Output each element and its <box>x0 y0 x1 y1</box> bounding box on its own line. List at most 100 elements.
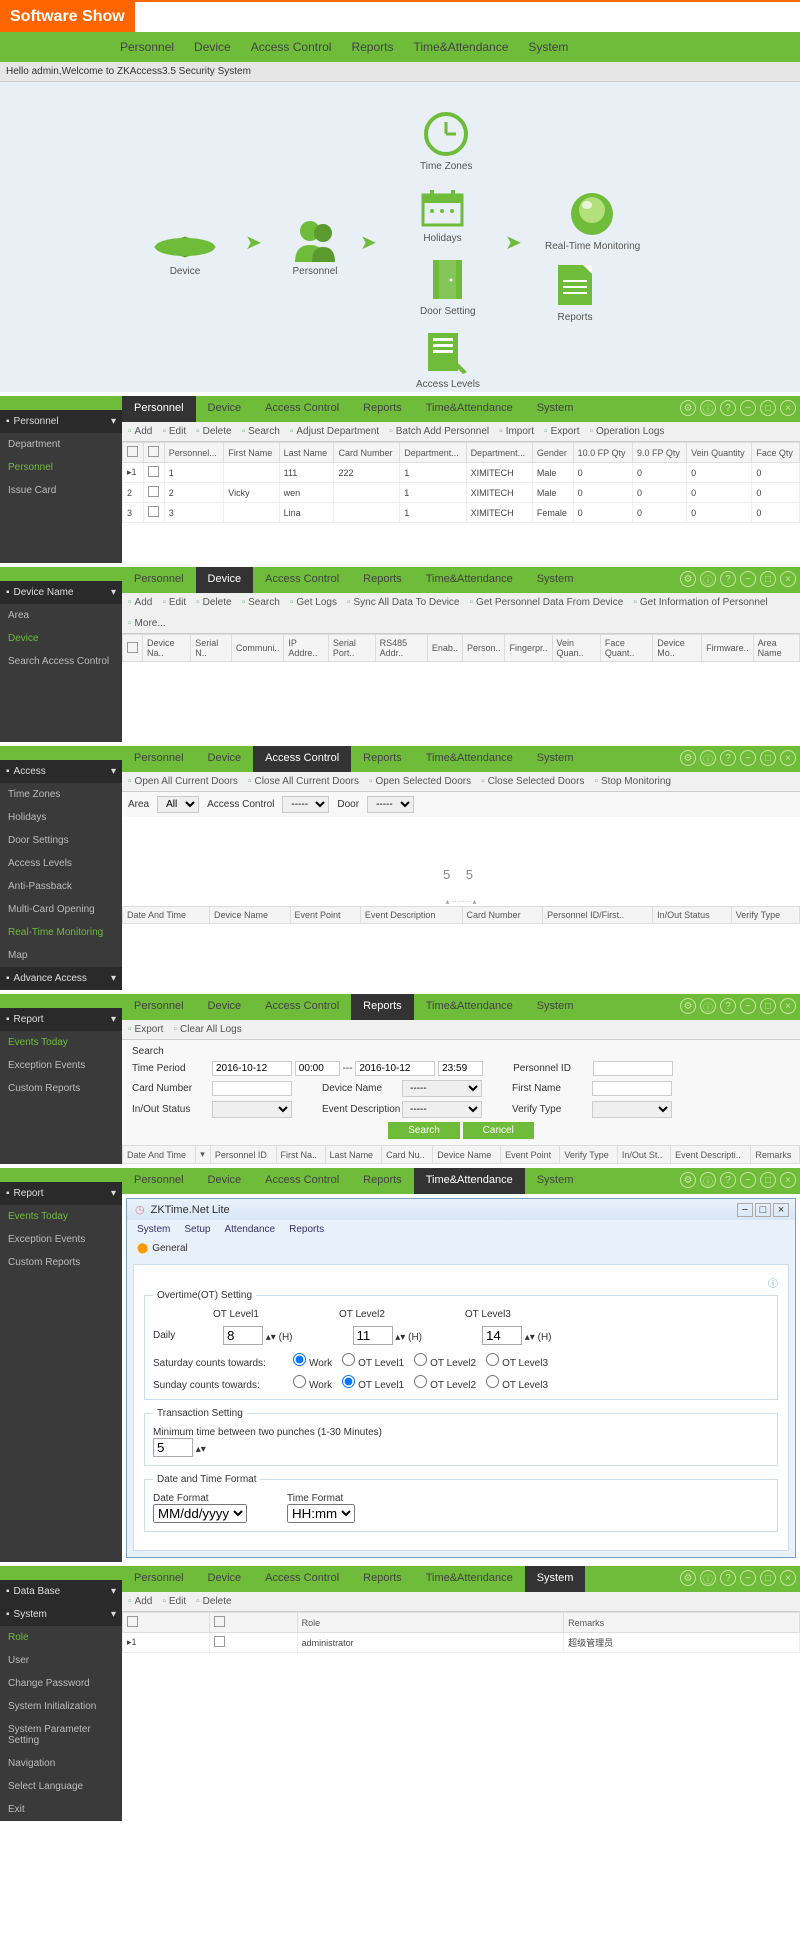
col-header[interactable]: Last Name <box>279 443 334 463</box>
col-header[interactable]: Gender <box>532 443 573 463</box>
toolbar-button[interactable]: ▫Search <box>242 597 280 608</box>
tab[interactable]: Time&Attendance <box>414 994 525 1020</box>
sidebar-item[interactable]: System Initialization <box>0 1695 122 1718</box>
tab[interactable]: Access Control <box>253 1168 351 1194</box>
tab[interactable]: Access Control <box>253 746 351 772</box>
toolbar-button[interactable]: ▫Clear All Logs <box>173 1024 241 1035</box>
col-header[interactable]: Event Description <box>360 907 462 924</box>
col-header[interactable]: Serial N.. <box>191 635 232 662</box>
toolbar-button[interactable]: ▫Export <box>128 1024 163 1035</box>
area-select[interactable]: All <box>157 796 199 813</box>
sidebar-item[interactable]: Exception Events <box>0 1228 122 1251</box>
toolbar-button[interactable]: ▫Export <box>544 426 579 437</box>
sidebar-item[interactable]: Personnel <box>0 456 122 479</box>
tab[interactable]: Access Control <box>253 567 351 593</box>
tab[interactable]: Time&Attendance <box>414 567 525 593</box>
tab[interactable]: Personnel <box>122 746 196 772</box>
col-header[interactable]: Event Point <box>501 1146 560 1164</box>
toolbar-button[interactable]: ▫Get Logs <box>290 597 337 608</box>
close-icon[interactable]: × <box>773 1203 789 1217</box>
col-header[interactable]: Card Number <box>462 907 543 924</box>
tab[interactable]: Personnel <box>122 994 196 1020</box>
tab[interactable]: Personnel <box>122 396 196 422</box>
col-header[interactable]: Date And Time <box>123 1146 196 1164</box>
window-icon[interactable]: − <box>740 571 756 587</box>
window-icon[interactable]: □ <box>760 1172 776 1188</box>
toolbar-button[interactable]: ▫Get Information of Personnel <box>633 597 767 608</box>
tab[interactable]: Reports <box>351 396 414 422</box>
sidebar-item[interactable]: Area <box>0 604 122 627</box>
tab[interactable]: Device <box>196 1566 254 1592</box>
window-icon[interactable]: ⚙ <box>680 571 696 587</box>
window-icon[interactable]: − <box>740 1172 756 1188</box>
col-header[interactable] <box>123 443 144 463</box>
col-header[interactable]: Date And Time <box>123 907 210 924</box>
sidebar-item[interactable]: Search Access Control <box>0 650 122 673</box>
col-header[interactable] <box>123 635 143 662</box>
col-header[interactable]: Person.. <box>462 635 505 662</box>
col-header[interactable]: Personnel ID/First.. <box>543 907 653 924</box>
col-header[interactable]: Department... <box>400 443 466 463</box>
tab[interactable]: Time&Attendance <box>414 746 525 772</box>
sidebar-item[interactable]: Events Today <box>0 1205 122 1228</box>
nav-item[interactable]: Access Control <box>251 40 332 54</box>
tab[interactable]: Time&Attendance <box>414 1168 525 1194</box>
toolbar-button[interactable]: ▫Sync All Data To Device <box>347 597 460 608</box>
window-icon[interactable]: − <box>740 998 756 1014</box>
col-header[interactable]: Device Name <box>433 1146 501 1164</box>
window-icon[interactable]: ? <box>720 998 736 1014</box>
col-header[interactable]: Serial Port.. <box>328 635 375 662</box>
tab[interactable]: Personnel <box>122 1168 196 1194</box>
sidebar-item[interactable]: User <box>0 1649 122 1672</box>
toolbar-button[interactable]: ▫Delete <box>196 597 231 608</box>
window-icon[interactable]: ? <box>720 1570 736 1586</box>
sidebar-item[interactable]: Multi-Card Opening <box>0 898 122 921</box>
window-icon[interactable]: □ <box>760 1570 776 1586</box>
toolbar-button[interactable]: ▫Stop Monitoring <box>594 776 671 787</box>
toolbar-button[interactable]: ▫Delete <box>196 426 231 437</box>
sidebar-item[interactable]: Events Today <box>0 1031 122 1054</box>
window-icon[interactable]: ⓘ <box>700 571 716 587</box>
dlg-tab[interactable]: System <box>137 1224 170 1235</box>
window-icon[interactable]: × <box>780 750 796 766</box>
sidebar-item[interactable]: Access Levels <box>0 852 122 875</box>
tab[interactable]: System <box>525 567 586 593</box>
table-row[interactable]: 33Lina1XIMITECHFemale0000 <box>123 503 800 523</box>
tab[interactable]: System <box>525 1168 586 1194</box>
tab[interactable]: Time&Attendance <box>414 396 525 422</box>
cancel-button[interactable]: Cancel <box>463 1122 534 1139</box>
col-header[interactable]: Card Nu.. <box>382 1146 433 1164</box>
col-header[interactable]: Area Name <box>753 635 799 662</box>
table-row[interactable]: ▸1administrator超级管理员 <box>123 1633 800 1653</box>
date-from[interactable] <box>212 1061 292 1076</box>
window-icon[interactable]: ? <box>720 1172 736 1188</box>
min-icon[interactable]: − <box>737 1203 753 1217</box>
table-row[interactable]: 22Vickywen1XIMITECHMale0000 <box>123 483 800 503</box>
col-header[interactable] <box>210 1613 297 1633</box>
col-header[interactable]: 10.0 FP Qty <box>573 443 632 463</box>
window-icon[interactable]: ? <box>720 571 736 587</box>
tab[interactable]: Device <box>196 1168 254 1194</box>
col-header[interactable]: First Na.. <box>276 1146 325 1164</box>
col-header[interactable]: In/Out Status <box>653 907 732 924</box>
window-icon[interactable]: × <box>780 1172 796 1188</box>
col-header[interactable]: Face Quant.. <box>600 635 652 662</box>
col-header[interactable]: Remarks <box>564 1613 800 1633</box>
col-header[interactable]: ▾ <box>196 1146 211 1164</box>
tab[interactable]: Reports <box>351 1566 414 1592</box>
window-icon[interactable]: − <box>740 400 756 416</box>
col-header[interactable] <box>123 1613 210 1633</box>
nav-item[interactable]: Device <box>194 40 231 54</box>
door-select[interactable]: ----- <box>367 796 414 813</box>
sidebar-item[interactable]: Issue Card <box>0 479 122 502</box>
window-icon[interactable]: ⓘ <box>700 750 716 766</box>
sidebar-item[interactable]: Real-Time Monitoring <box>0 921 122 944</box>
table-row[interactable]: ▸111112221XIMITECHMale0000 <box>123 463 800 483</box>
toolbar-button[interactable]: ▫Edit <box>162 1596 186 1607</box>
window-icon[interactable]: ⚙ <box>680 998 696 1014</box>
toolbar-button[interactable]: ▫Open Selected Doors <box>369 776 471 787</box>
sidebar-item[interactable]: Custom Reports <box>0 1251 122 1274</box>
tab[interactable]: Personnel <box>122 567 196 593</box>
sidebar-item[interactable]: Department <box>0 433 122 456</box>
toolbar-button[interactable]: ▫More... <box>128 618 166 629</box>
